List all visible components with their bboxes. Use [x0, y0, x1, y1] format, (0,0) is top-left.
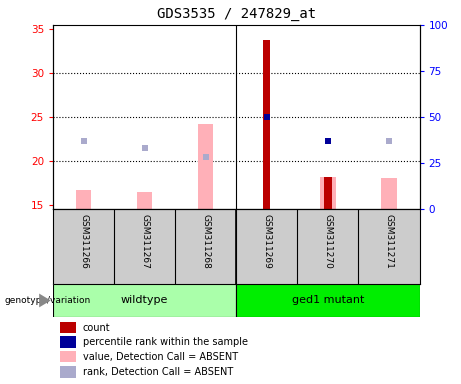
Text: percentile rank within the sample: percentile rank within the sample	[83, 337, 248, 347]
Bar	[381, 178, 396, 209]
Text: GSM311267: GSM311267	[140, 214, 149, 269]
Bar	[60, 322, 76, 333]
Bar	[358, 25, 420, 209]
Text: rank, Detection Call = ABSENT: rank, Detection Call = ABSENT	[83, 367, 233, 377]
Bar	[60, 351, 76, 362]
Text: GSM311266: GSM311266	[79, 214, 88, 269]
Bar	[236, 284, 420, 317]
Bar	[53, 25, 114, 209]
Bar	[236, 25, 297, 209]
Text: GSM311269: GSM311269	[262, 214, 272, 269]
Text: value, Detection Call = ABSENT: value, Detection Call = ABSENT	[83, 352, 238, 362]
Bar	[53, 284, 236, 317]
Text: ged1 mutant: ged1 mutant	[292, 295, 364, 306]
Text: GSM311271: GSM311271	[384, 214, 394, 269]
Text: count: count	[83, 323, 111, 333]
Bar	[198, 124, 213, 209]
Bar	[320, 177, 336, 209]
Bar	[76, 190, 91, 209]
Bar	[263, 40, 271, 209]
Bar	[60, 366, 76, 377]
Text: GSM311268: GSM311268	[201, 214, 210, 269]
Text: wildtype: wildtype	[121, 295, 168, 306]
Bar	[324, 177, 331, 209]
Bar	[137, 192, 152, 209]
Bar	[114, 25, 175, 209]
Text: GSM311270: GSM311270	[323, 214, 332, 269]
Bar	[60, 336, 76, 348]
Text: genotype/variation: genotype/variation	[5, 296, 91, 305]
Bar	[297, 25, 358, 209]
Bar	[175, 25, 236, 209]
Title: GDS3535 / 247829_at: GDS3535 / 247829_at	[157, 7, 316, 21]
